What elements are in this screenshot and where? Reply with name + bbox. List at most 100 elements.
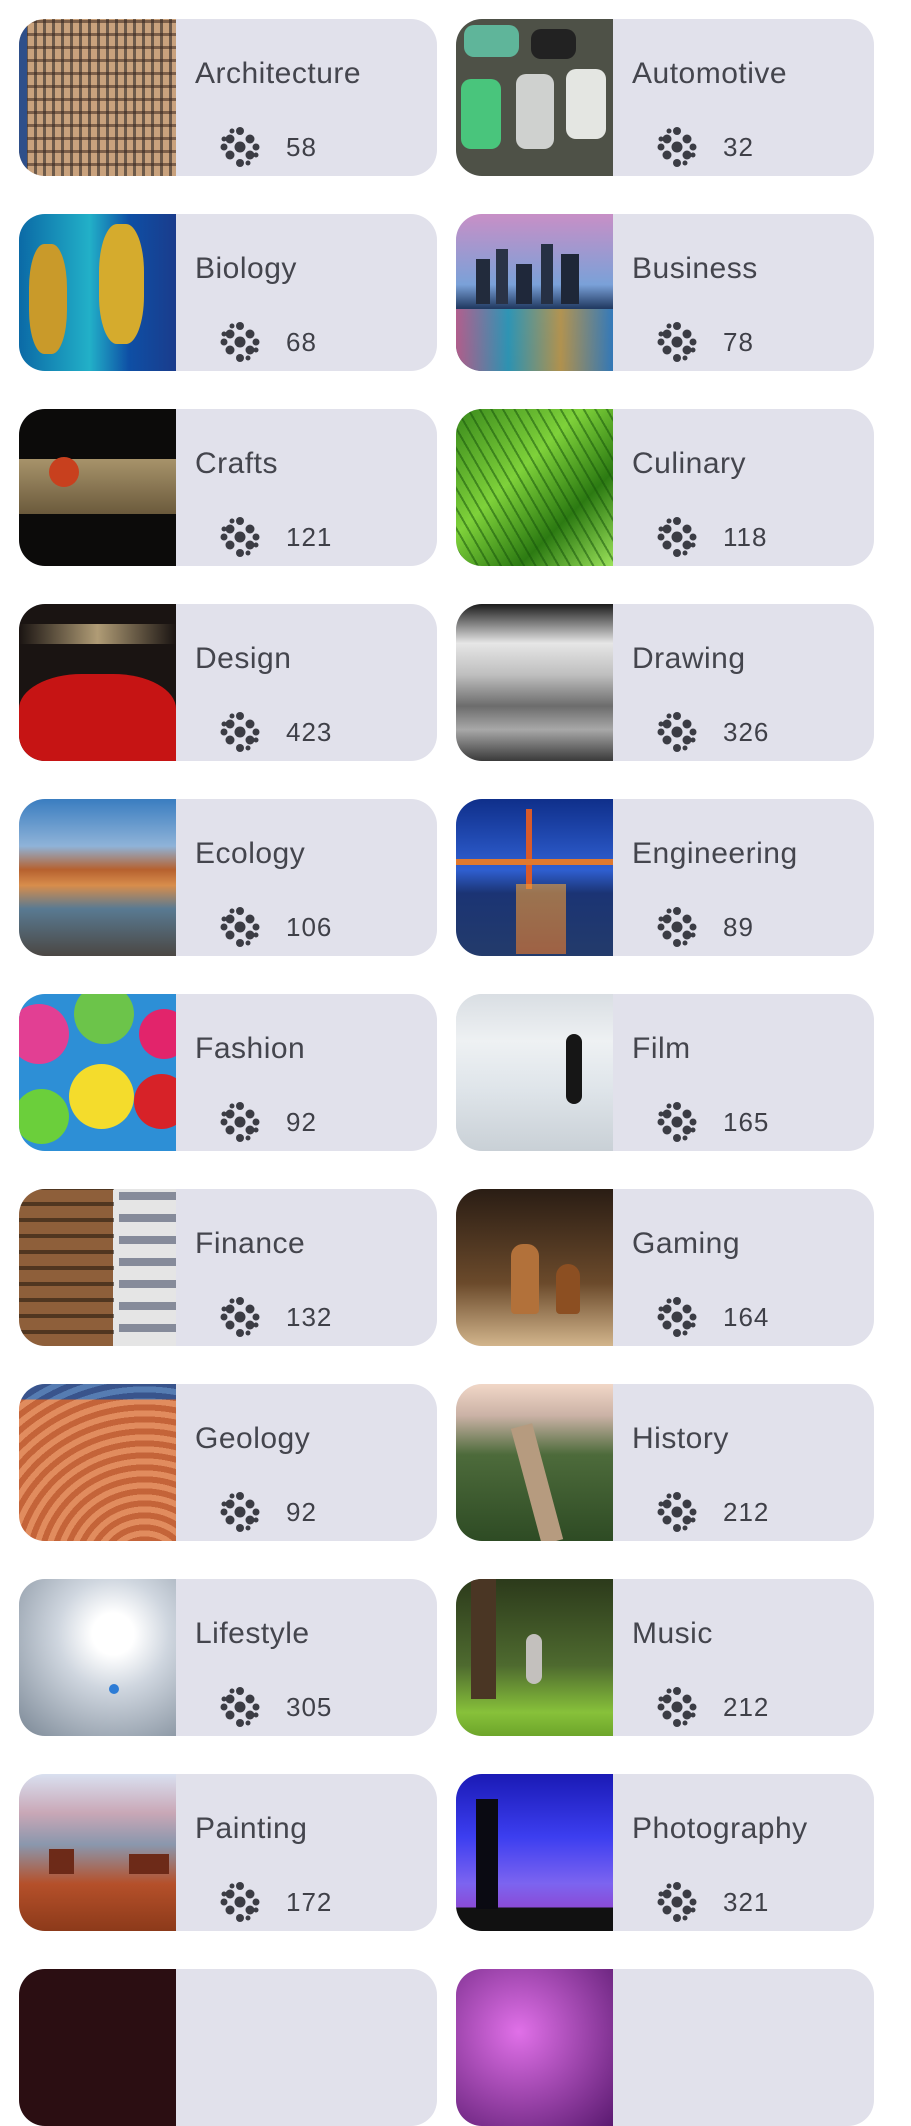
topic-thumbnail (19, 1969, 176, 2126)
topic-title: Ecology (195, 837, 306, 870)
topic-count: 89 (723, 911, 754, 942)
topic-thumbnail (456, 994, 613, 1151)
topic-card-lifestyle[interactable]: Lifestyle 305 (19, 1579, 437, 1736)
topic-meta: 78 (657, 322, 754, 362)
topic-card-film[interactable]: Film 165 (456, 994, 874, 1151)
topic-title: Finance (195, 1227, 306, 1260)
topic-meta: 132 (220, 1297, 332, 1337)
topic-card-business[interactable]: Business 78 (456, 214, 874, 371)
topic-dots-icon (657, 1492, 697, 1532)
topic-card-geology[interactable]: Geology 92 (19, 1384, 437, 1541)
topic-title: Engineering (632, 837, 798, 870)
topic-title: Film (632, 1032, 691, 1065)
topic-count: 58 (286, 131, 317, 162)
topic-meta: 164 (657, 1297, 769, 1337)
topic-dots-icon (220, 1492, 260, 1532)
topic-title: Painting (195, 1812, 308, 1845)
topic-card-architecture[interactable]: Architecture 58 (19, 19, 437, 176)
topic-meta: 118 (657, 517, 767, 557)
topic-thumbnail (456, 1969, 613, 2126)
topic-count: 32 (723, 131, 754, 162)
topic-title: Biology (195, 252, 297, 285)
topic-meta: 106 (220, 907, 332, 947)
topic-card-drawing[interactable]: Drawing 326 (456, 604, 874, 761)
topic-card-photography[interactable]: Photography 321 (456, 1774, 874, 1931)
topic-title: Architecture (195, 57, 362, 90)
topic-count: 92 (286, 1106, 317, 1137)
topic-count: 164 (723, 1301, 770, 1332)
topic-title: Photography (632, 1812, 808, 1845)
topic-card-automotive[interactable]: Automotive 32 (456, 19, 874, 176)
topic-card-design[interactable]: Design 423 (19, 604, 437, 761)
topic-thumbnail (456, 799, 613, 956)
topic-dots-icon (657, 712, 697, 752)
topic-title: Crafts (195, 447, 279, 480)
topic-count: 305 (286, 1691, 333, 1722)
topic-title: Business (632, 252, 758, 285)
topic-thumbnail (456, 409, 613, 566)
topic-thumbnail (456, 1384, 613, 1541)
topic-card-fashion[interactable]: Fashion 92 (19, 994, 437, 1151)
topic-card-music[interactable]: Music 212 (456, 1579, 874, 1736)
topic-thumbnail (19, 1774, 176, 1931)
topic-meta: 89 (657, 907, 754, 947)
topic-dots-icon (657, 1882, 697, 1922)
topic-count: 118 (723, 521, 768, 552)
topic-count: 132 (286, 1301, 333, 1332)
topic-count: 121 (286, 521, 333, 552)
topic-thumbnail (19, 799, 176, 956)
topic-title: Gaming (632, 1227, 741, 1260)
topic-meta: 92 (220, 1102, 317, 1142)
topic-card-history[interactable]: History 212 (456, 1384, 874, 1541)
topic-meta: 68 (220, 322, 317, 362)
topic-dots-icon (657, 1102, 697, 1142)
topic-thumbnail (456, 1579, 613, 1736)
topic-meta: 58 (220, 127, 317, 167)
topic-meta: 165 (657, 1102, 769, 1142)
topic-thumbnail (456, 1189, 613, 1346)
topic-count: 326 (723, 716, 770, 747)
topic-thumbnail (19, 19, 176, 176)
topic-meta: 212 (657, 1492, 769, 1532)
topic-title: Drawing (632, 642, 746, 675)
topic-dots-icon (220, 1102, 260, 1142)
topic-count: 212 (723, 1496, 770, 1527)
topic-dots-icon (220, 517, 260, 557)
topic-thumbnail (19, 994, 176, 1151)
topic-meta: 92 (220, 1492, 317, 1532)
topic-card-biology[interactable]: Biology 68 (19, 214, 437, 371)
topic-card-partial[interactable] (19, 1969, 437, 2126)
topic-dots-icon (220, 127, 260, 167)
topic-dots-icon (220, 907, 260, 947)
topic-count: 321 (723, 1886, 770, 1917)
topic-dots-icon (657, 1687, 697, 1727)
topics-grid: Architecture 58 Automotive 32 Biology 68 Bu… (19, 19, 874, 2126)
topic-dots-icon (220, 1882, 260, 1922)
topic-thumbnail (19, 604, 176, 761)
topic-card-partial[interactable] (456, 1969, 874, 2126)
topic-thumbnail (456, 1774, 613, 1931)
topic-count: 172 (286, 1886, 333, 1917)
topic-meta: 321 (657, 1882, 769, 1922)
topic-count: 165 (723, 1106, 770, 1137)
topic-card-painting[interactable]: Painting 172 (19, 1774, 437, 1931)
topic-count: 78 (723, 326, 754, 357)
topic-card-finance[interactable]: Finance 132 (19, 1189, 437, 1346)
topic-meta: 172 (220, 1882, 332, 1922)
topic-card-ecology[interactable]: Ecology 106 (19, 799, 437, 956)
topic-dots-icon (657, 127, 697, 167)
topic-title: Lifestyle (195, 1617, 310, 1650)
topic-meta: 121 (220, 517, 332, 557)
topic-dots-icon (657, 1297, 697, 1337)
topic-count: 212 (723, 1691, 770, 1722)
topic-dots-icon (220, 322, 260, 362)
topic-card-gaming[interactable]: Gaming 164 (456, 1189, 874, 1346)
topic-count: 106 (286, 911, 333, 942)
topic-dots-icon (220, 712, 260, 752)
topic-card-culinary[interactable]: Culinary 118 (456, 409, 874, 566)
topic-title: Culinary (632, 447, 747, 480)
topic-card-engineering[interactable]: Engineering 89 (456, 799, 874, 956)
topic-card-crafts[interactable]: Crafts 121 (19, 409, 437, 566)
topic-title: Music (632, 1617, 713, 1650)
topic-thumbnail (19, 1384, 176, 1541)
